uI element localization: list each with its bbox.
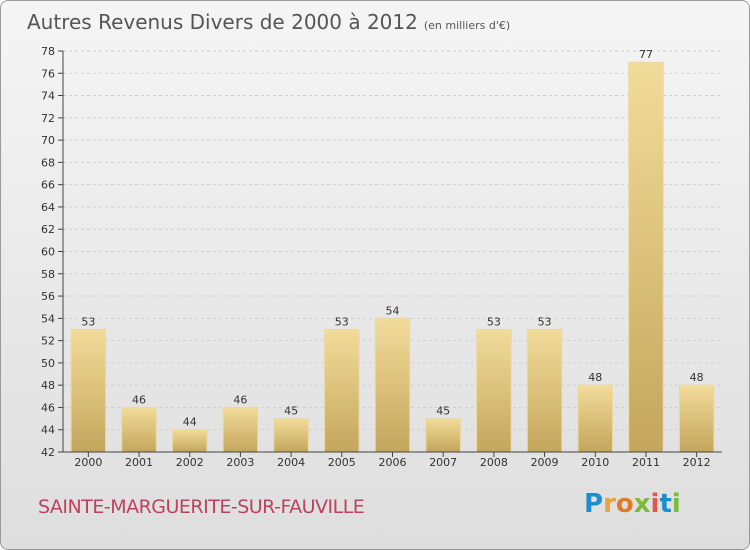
x-tick-label: 2012: [683, 456, 711, 469]
x-tick-label: 2003: [226, 456, 254, 469]
labels: 2000 53 2001 46 2002 44 2003 46 2004 45 2005 53 2006…: [74, 48, 710, 469]
y-tick-label: 58: [41, 268, 55, 281]
chart-title: Autres Revenus Divers de 2000 à 2012 (en …: [27, 10, 510, 34]
y-tick-label: 62: [41, 223, 55, 236]
x-tick-label: 2007: [429, 456, 457, 469]
y-tick-label: 70: [41, 134, 55, 147]
data-label: 45: [436, 405, 450, 418]
data-label: 46: [233, 393, 247, 406]
x-tick-label: 2001: [125, 456, 153, 469]
x-tick-label: 2000: [74, 456, 102, 469]
data-label: 44: [183, 416, 197, 429]
x-tick-label: 2004: [277, 456, 305, 469]
data-label: 48: [588, 371, 602, 384]
x-tick-label: 2011: [632, 456, 660, 469]
x-tick-label: 2005: [328, 456, 356, 469]
y-tick-label: 66: [41, 179, 55, 192]
data-label: 53: [487, 315, 501, 328]
bar: [526, 328, 563, 453]
x-tick-label: 2008: [480, 456, 508, 469]
axes: 42 44 46 48 50 52 54 56 58 60 62 64 66 68 70 72 74 76 78: [41, 45, 722, 459]
bar: [273, 418, 309, 453]
y-tick-label: 64: [41, 201, 55, 214]
city-name: SAINTE-MARGUERITE-SUR-FAUVILLE: [38, 496, 365, 518]
title-unit: (en milliers d'€): [423, 19, 511, 32]
y-tick-label: 48: [41, 379, 55, 392]
y-tick-label: 54: [41, 312, 55, 325]
bar: [324, 328, 360, 453]
y-tick-label: 74: [41, 90, 55, 103]
x-tick-label: 2009: [531, 456, 559, 469]
bar: [678, 384, 715, 453]
y-tick-label: 46: [41, 401, 55, 414]
data-label: 53: [335, 315, 349, 328]
bar: [374, 317, 411, 453]
bar: [121, 406, 157, 453]
bar: [476, 328, 512, 453]
grid-lines: [63, 50, 722, 431]
data-label: 54: [386, 304, 400, 317]
y-tick-label: 60: [41, 246, 55, 259]
bar: [425, 418, 461, 453]
bar: [171, 429, 208, 453]
bar: [70, 328, 107, 453]
x-tick-label: 2010: [581, 456, 609, 469]
bars: [70, 61, 715, 453]
x-tick-label: 2002: [176, 456, 204, 469]
y-tick-label: 56: [41, 290, 55, 303]
y-tick-label: 50: [41, 357, 55, 370]
bar: [628, 61, 664, 453]
y-tick-label: 72: [41, 112, 55, 125]
bar: [222, 406, 259, 453]
title-text: Autres Revenus Divers de 2000 à 2012: [27, 10, 418, 34]
data-label: 53: [538, 315, 552, 328]
data-label: 45: [284, 405, 298, 418]
data-label: 53: [81, 315, 95, 328]
y-tick-label: 68: [41, 156, 55, 169]
x-tick-label: 2006: [379, 456, 407, 469]
y-tick-label: 52: [41, 335, 55, 348]
y-tick-label: 42: [41, 446, 55, 459]
y-tick-label: 76: [41, 67, 55, 80]
bar: [577, 384, 614, 453]
y-tick-label: 78: [41, 45, 55, 58]
data-label: 77: [639, 48, 653, 61]
y-tick-label: 44: [41, 424, 55, 437]
data-label: 48: [690, 371, 704, 384]
proxiti-logo[interactable]: Proxiti: [584, 489, 681, 519]
data-label: 46: [132, 393, 146, 406]
